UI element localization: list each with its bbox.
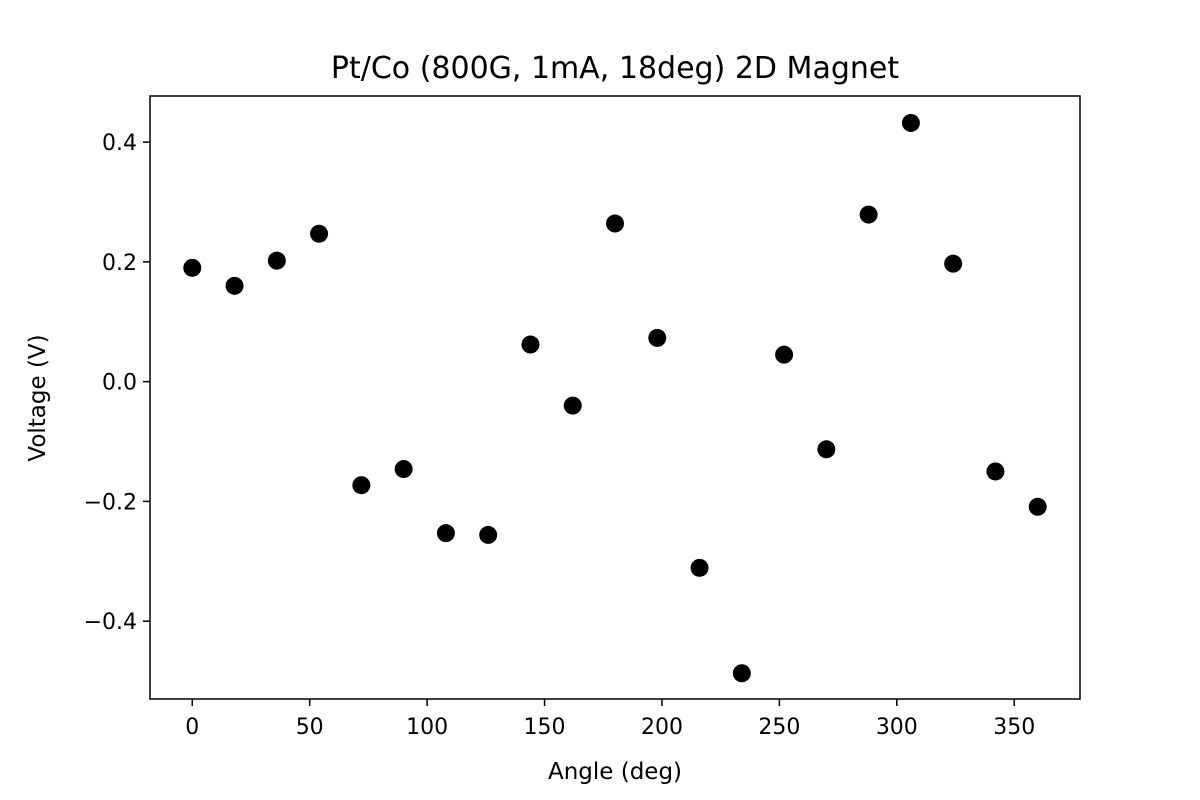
- data-point: [986, 462, 1005, 481]
- data-point: [436, 524, 455, 543]
- y-tick-label: 0.4: [102, 131, 137, 156]
- data-point: [521, 335, 540, 354]
- data-point: [732, 664, 751, 683]
- data-point: [479, 525, 498, 544]
- data-point: [394, 460, 413, 479]
- x-tick-label: 200: [641, 715, 683, 740]
- data-point: [563, 396, 582, 415]
- x-tick-label: 300: [876, 715, 918, 740]
- x-tick-label: 50: [296, 715, 324, 740]
- data-point: [606, 214, 624, 233]
- data-point: [1028, 497, 1047, 516]
- y-tick-label: −0.2: [84, 490, 137, 515]
- x-tick-label: 0: [185, 715, 199, 740]
- data-point: [352, 476, 371, 495]
- x-tick-label: 150: [524, 715, 566, 740]
- x-axis-label: Angle (deg): [548, 759, 682, 785]
- data-point: [310, 224, 329, 243]
- x-tick-label: 250: [758, 715, 800, 740]
- data-point: [225, 276, 244, 295]
- x-tick-label: 100: [406, 715, 448, 740]
- data-point: [267, 251, 286, 270]
- y-tick-label: 0.2: [102, 251, 137, 276]
- x-tick-label: 350: [993, 715, 1035, 740]
- y-axis-ticks: −0.4 −0.2 0.0 0.2 0.4: [84, 131, 150, 635]
- data-point: [817, 440, 836, 459]
- data-point: [859, 205, 878, 224]
- y-axis-label: Voltage (V): [25, 334, 51, 461]
- y-tick-label: −0.4: [84, 610, 137, 635]
- data-point: [775, 345, 794, 364]
- data-point: [944, 254, 963, 273]
- plot-area: [183, 113, 1047, 683]
- data-point: [648, 328, 667, 347]
- plot-frame: [149, 95, 1081, 700]
- data-point: [690, 558, 709, 577]
- x-axis-ticks: 0 50 100 150 200 250 300 350: [185, 699, 1035, 740]
- chart-title: Pt/Co (800G, 1mA, 18deg) 2D Magnet: [331, 51, 899, 86]
- data-point: [183, 258, 202, 277]
- y-tick-label: 0.0: [102, 371, 137, 396]
- data-point: [901, 113, 920, 132]
